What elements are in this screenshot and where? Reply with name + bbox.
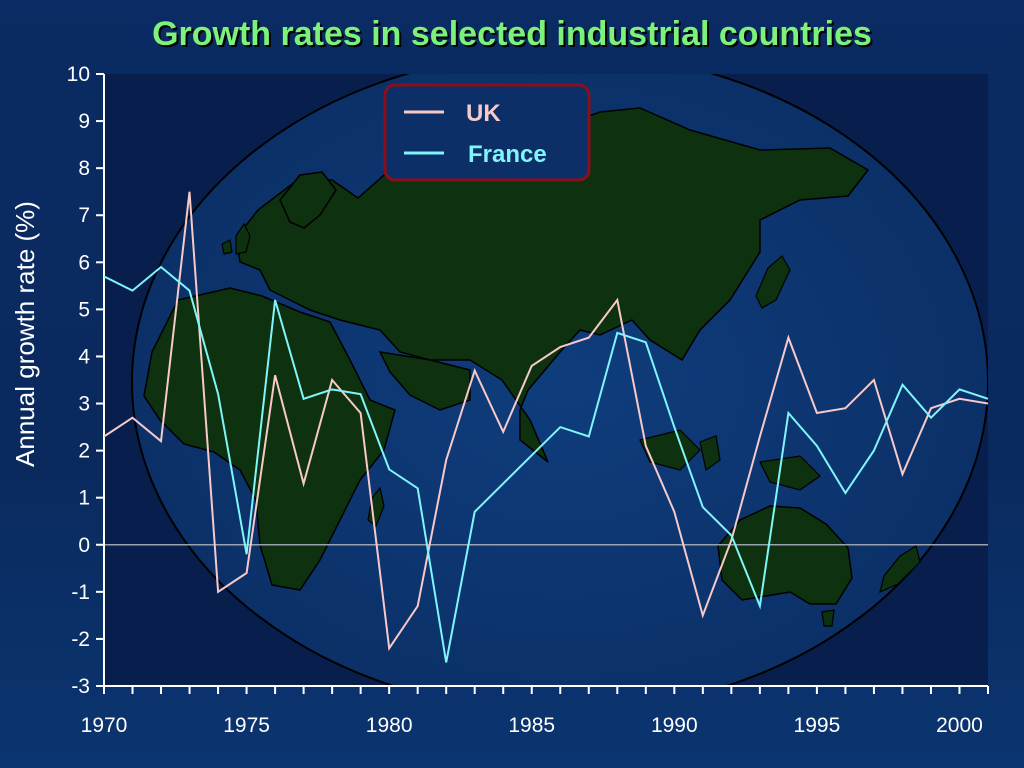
chart-title: Growth rates in selected industrial coun… xyxy=(152,15,872,53)
legend: UK France xyxy=(383,83,591,182)
x-axis: 1970 1975 1980 1985 1990 1995 2000 xyxy=(81,685,989,737)
y-tick-label: 8 xyxy=(78,157,90,180)
x-tick-label: 1970 xyxy=(81,714,128,737)
series-line-uk xyxy=(104,191,988,652)
x-tick-label: 1980 xyxy=(366,714,413,737)
y-tick-label: 0 xyxy=(78,534,90,557)
series-line-france xyxy=(104,265,988,663)
y-tick-label: 1 xyxy=(78,487,90,510)
y-tick-label: 3 xyxy=(78,393,90,416)
x-tick-label: 1985 xyxy=(508,714,555,737)
y-tick-label: -3 xyxy=(71,675,90,698)
y-tick-label: 7 xyxy=(78,204,90,227)
y-tick-label: 10 xyxy=(67,63,90,86)
chart-title-shadow: Growth rates in selected industrial coun… xyxy=(154,17,874,55)
y-axis-label: Annual growth rate (%) xyxy=(10,201,40,467)
x-tick-label: 1995 xyxy=(794,714,841,737)
series-layer xyxy=(104,191,988,663)
y-tick-label: 4 xyxy=(78,345,90,368)
y-tick-label: 5 xyxy=(78,298,90,321)
legend-label-france: France xyxy=(468,141,547,168)
x-tick-label: 1990 xyxy=(651,714,698,737)
y-tick-label: -1 xyxy=(71,581,90,604)
x-tick-label: 2000 xyxy=(936,714,983,737)
legend-label-uk: UK xyxy=(466,100,501,127)
world-map-background xyxy=(131,74,988,686)
y-tick-label: 6 xyxy=(78,251,90,274)
y-tick-label: 9 xyxy=(78,110,90,133)
y-tick-label: 2 xyxy=(78,440,90,463)
y-tick-label: -2 xyxy=(71,628,90,651)
x-tick-label: 1975 xyxy=(223,714,270,737)
